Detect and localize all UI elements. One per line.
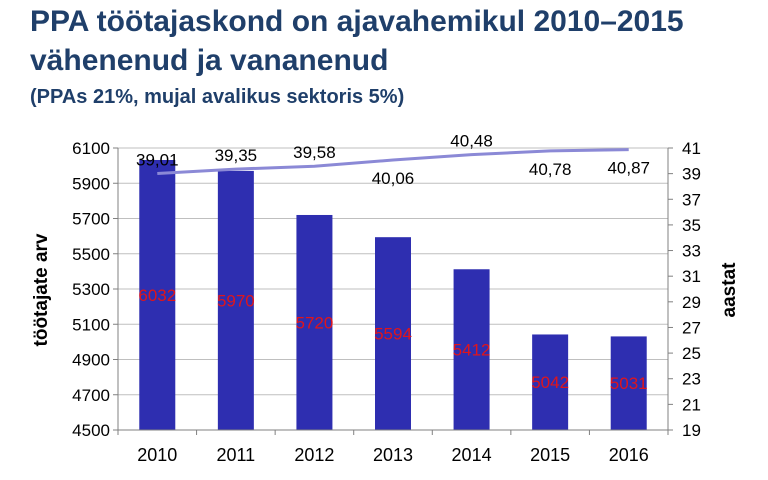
x-tick-label: 2012 [294, 445, 334, 465]
bar-value-label: 5594 [374, 325, 412, 344]
y2-tick-label: 27 [682, 318, 701, 337]
bar [453, 269, 490, 430]
y2-tick-label: 29 [682, 293, 701, 312]
data-labels: 6032 5970 5720 5594 5412 5042 5031 39,01 39,35 39… [136, 132, 650, 394]
y-tick-label: 4500 [72, 421, 110, 440]
bar-value-label: 5970 [217, 291, 255, 310]
axes: 4500 4700 4900 5100 5300 5500 5700 5900 6100 19 21… [72, 139, 701, 465]
x-tick-label: 2016 [609, 445, 649, 465]
bar [296, 214, 333, 430]
line-value-label: 40,78 [529, 160, 572, 179]
y2-tick-label: 19 [682, 421, 701, 440]
bar [375, 237, 411, 430]
bar-series [139, 159, 647, 431]
bar [139, 159, 176, 431]
y-tick-label: 5100 [72, 315, 110, 334]
y2-axis-title: aastat [719, 262, 740, 318]
y-tick-label: 5900 [72, 174, 110, 193]
line-value-label: 39,58 [293, 143, 336, 162]
y-tick-label: 5300 [72, 280, 110, 299]
x-tick-label: 2010 [137, 445, 177, 465]
x-tick-label: 2015 [530, 445, 570, 465]
y2-tick-label: 31 [682, 267, 701, 286]
x-tick-label: 2011 [216, 445, 255, 465]
page-subtitle: (PPAs 21%, mujal avalikus sektoris 5%) [30, 86, 405, 108]
y-tick-label: 6100 [72, 139, 110, 158]
line-value-label: 39,35 [215, 146, 258, 165]
y2-tick-label: 21 [682, 395, 701, 414]
line-series [157, 148, 629, 176]
y2-tick-label: 25 [682, 344, 701, 363]
bar [532, 334, 569, 430]
line-value-label: 39,01 [136, 151, 179, 170]
x-tick-label: 2013 [373, 445, 413, 465]
bar-value-label: 5412 [453, 341, 491, 360]
bar-value-label: 5042 [531, 373, 569, 392]
line-value-label: 40,87 [607, 159, 650, 178]
bar-value-label: 6032 [138, 286, 176, 305]
y-tick-label: 4900 [72, 351, 110, 370]
line-value-label: 40,06 [372, 169, 415, 188]
y2-tick-label: 37 [682, 190, 701, 209]
bar-value-label: 5031 [610, 374, 648, 393]
bar [217, 170, 254, 430]
y2-tick-label: 41 [682, 139, 701, 158]
y2-tick-label: 23 [682, 370, 701, 389]
bar [610, 336, 647, 430]
line-value-label: 40,48 [450, 132, 493, 151]
y2-tick-label: 33 [682, 242, 701, 261]
bar-value-label: 5720 [296, 313, 334, 332]
y-tick-label: 4700 [72, 386, 110, 405]
average-age-line [157, 148, 629, 176]
page-title: PPA töötajaskond on ajavahemikul 2010–20… [30, 5, 684, 77]
y2-tick-label: 35 [682, 216, 701, 235]
y2-tick-label: 39 [682, 165, 701, 184]
x-tick-label: 2014 [452, 445, 492, 465]
y-tick-label: 5500 [72, 245, 110, 264]
y-axis-title: töötajate arv [31, 233, 52, 346]
y-tick-label: 5700 [72, 210, 110, 229]
